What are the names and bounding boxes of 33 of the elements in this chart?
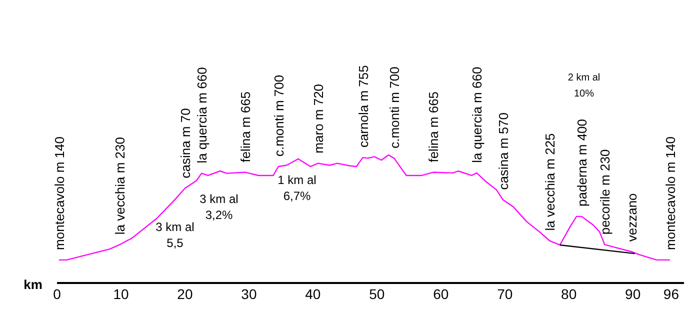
x-tick-label: 70: [497, 286, 513, 302]
text: 2 km al 10%: [568, 72, 600, 100]
annotation: la vecchia m 225: [542, 133, 558, 231]
x-tick-label: 10: [113, 286, 129, 302]
annotation: paderna m 400: [574, 118, 590, 206]
annotation: c.monti m 700: [271, 74, 286, 157]
annotation: 1 km al 6,7%: [278, 173, 316, 204]
x-axis-title: km: [24, 277, 42, 292]
x-tick-label: 40: [305, 286, 321, 302]
annotation: 3 km al 5,5: [156, 220, 194, 250]
annotation: c.monti m 700: [387, 66, 402, 148]
annotation: la quercia m 660: [470, 66, 485, 163]
annotation: felina m 665: [426, 91, 442, 162]
annotation: 3 km al 3,2%: [200, 192, 238, 222]
x-tick-label: 0: [53, 286, 62, 302]
x-tick-label: 30: [241, 286, 257, 302]
annotation: montecavolo m 140: [662, 136, 678, 250]
annotation: pecorile m 230: [598, 149, 613, 235]
annotation: casina m 70: [178, 108, 193, 178]
annotation: la vecchia m 230: [112, 137, 128, 235]
annotation: montecavolo m 140: [52, 136, 67, 250]
x-tick-label: 90: [625, 286, 641, 302]
annotation: casina m 570: [496, 112, 511, 190]
x-tick-label: 50: [369, 286, 385, 302]
annotation: carnola m 755: [356, 65, 371, 148]
annotation: la quercia m 660: [194, 67, 210, 164]
x-tick-label: 60: [433, 286, 449, 302]
annotation: maro m 720: [311, 84, 326, 154]
x-tick-label: 80: [561, 286, 577, 302]
x-tick-label: 96: [663, 286, 680, 302]
annotation: vezzano: [624, 193, 640, 242]
annotation: felina m 665: [238, 91, 254, 162]
x-tick-label: 20: [177, 286, 193, 302]
